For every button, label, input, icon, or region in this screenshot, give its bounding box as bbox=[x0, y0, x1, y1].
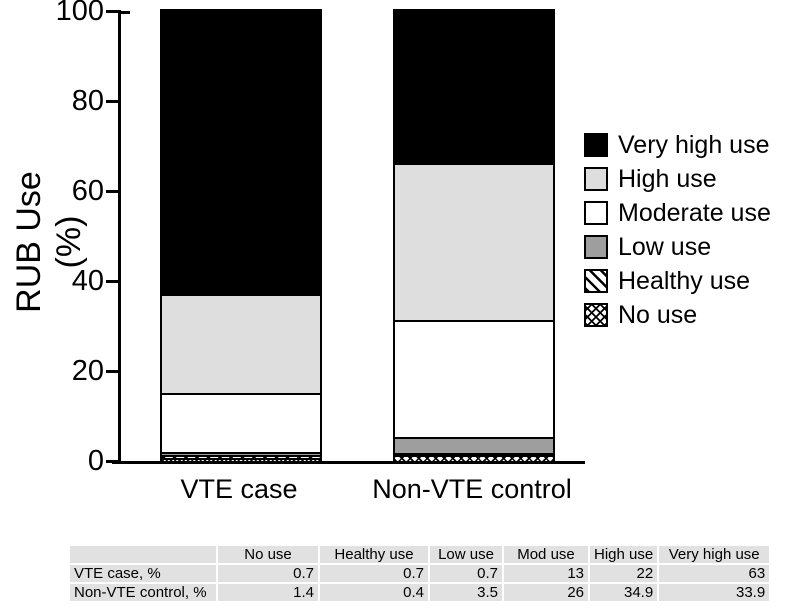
segment-high-use bbox=[395, 163, 553, 321]
x-axis-line bbox=[112, 461, 585, 464]
y-tick-mark bbox=[106, 280, 121, 283]
legend-item-high-use: High use bbox=[584, 164, 771, 193]
legend-item-moderate-use: Moderate use bbox=[584, 198, 771, 227]
legend-swatch-icon bbox=[584, 269, 608, 293]
table-value-cell: 26 bbox=[504, 584, 588, 601]
legend-label: No use bbox=[618, 300, 698, 329]
table-row-label: VTE case, % bbox=[70, 565, 216, 582]
table-value-cell: 0.7 bbox=[320, 565, 428, 582]
y-tick-label: 80 bbox=[71, 85, 104, 117]
table-value-cell: 13 bbox=[504, 565, 588, 582]
table-header-cell: Very high use bbox=[659, 546, 770, 563]
table-header-cell: Low use bbox=[430, 546, 502, 563]
y-tick-label: 0 bbox=[87, 445, 104, 477]
legend-swatch-icon bbox=[584, 303, 608, 327]
table-value-cell: 22 bbox=[590, 565, 658, 582]
legend-item-very-high-use: Very high use bbox=[584, 130, 771, 159]
y-tick-mark bbox=[106, 460, 121, 463]
legend-item-low-use: Low use bbox=[584, 232, 771, 261]
legend-label: Low use bbox=[618, 232, 712, 261]
segment-no-use bbox=[162, 457, 320, 462]
table-row-label: Non-VTE control, % bbox=[70, 584, 216, 601]
legend-swatch-icon bbox=[584, 167, 608, 191]
table-header-cell: Healthy use bbox=[320, 546, 428, 563]
y-tick-mark bbox=[106, 190, 121, 193]
legend-label: Very high use bbox=[618, 130, 770, 159]
table-header-row: No use Healthy use Low use Mod use High use V… bbox=[70, 546, 770, 563]
legend-swatch-icon bbox=[584, 235, 608, 259]
y-tick-mark bbox=[106, 10, 121, 13]
segment-moderate-use bbox=[395, 320, 553, 437]
table-value-cell: 34.9 bbox=[590, 584, 658, 601]
segment-healthy-use bbox=[395, 452, 553, 455]
y-tick-mark bbox=[106, 100, 121, 103]
y-tick-label: 100 bbox=[55, 0, 104, 27]
segment-very-high-use bbox=[162, 11, 320, 295]
segment-very-high-use bbox=[395, 11, 553, 164]
legend-swatch-icon bbox=[584, 133, 608, 157]
segment-low-use bbox=[162, 451, 320, 455]
y-axis-top-tick bbox=[121, 11, 130, 14]
table-value-cell: 0.4 bbox=[320, 584, 428, 601]
table-header-cell: No use bbox=[218, 546, 318, 563]
table-header-cell bbox=[70, 546, 216, 563]
table-value-cell: 63 bbox=[659, 565, 770, 582]
table-row: VTE case, % 0.7 0.7 0.7 13 22 63 bbox=[70, 565, 770, 582]
y-tick-label: 60 bbox=[71, 175, 104, 207]
table-value-cell: 0.7 bbox=[218, 565, 318, 582]
table-value-cell: 1.4 bbox=[218, 584, 318, 601]
legend-label: Moderate use bbox=[618, 198, 771, 227]
x-category-label: Non-VTE control bbox=[372, 474, 572, 504]
segment-low-use bbox=[395, 436, 553, 453]
stacked-bar-non-vte-control bbox=[393, 9, 555, 463]
legend-item-healthy-use: Healthy use bbox=[584, 266, 771, 295]
table-value-cell: 3.5 bbox=[430, 584, 502, 601]
x-category-label: VTE case bbox=[180, 474, 298, 504]
table-value-cell: 33.9 bbox=[659, 584, 770, 601]
segment-high-use bbox=[162, 294, 320, 394]
legend-swatch-icon bbox=[584, 201, 608, 225]
table-header-cell: Mod use bbox=[504, 546, 588, 563]
data-table: No use Healthy use Low use Mod use High use V… bbox=[68, 544, 771, 603]
y-tick-mark bbox=[106, 370, 121, 373]
table-header-cell: High use bbox=[590, 546, 658, 563]
legend: Very high use High use Moderate use Low use… bbox=[584, 130, 771, 336]
segment-healthy-use bbox=[162, 454, 320, 458]
stacked-bar-vte-case bbox=[160, 9, 322, 463]
table-value-cell: 0.7 bbox=[430, 565, 502, 582]
y-tick-label: 40 bbox=[71, 265, 104, 297]
table-row: Non-VTE control, % 1.4 0.4 3.5 26 34.9 33.9 bbox=[70, 584, 770, 601]
segment-no-use bbox=[395, 454, 553, 462]
y-axis-line bbox=[118, 11, 121, 464]
y-tick-label: 20 bbox=[71, 355, 104, 387]
legend-label: High use bbox=[618, 164, 717, 193]
legend-item-no-use: No use bbox=[584, 300, 771, 329]
legend-label: Healthy use bbox=[618, 266, 751, 295]
segment-moderate-use bbox=[162, 393, 320, 452]
